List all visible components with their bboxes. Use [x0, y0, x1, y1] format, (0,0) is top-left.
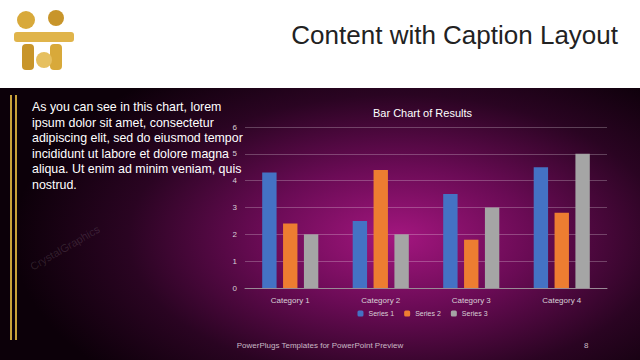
svg-text:Category 4: Category 4 — [542, 296, 582, 305]
svg-text:4: 4 — [233, 176, 238, 185]
svg-text:Series 2: Series 2 — [415, 310, 441, 317]
svg-text:Category 2: Category 2 — [361, 296, 401, 305]
svg-text:5: 5 — [233, 149, 238, 158]
svg-text:Category 3: Category 3 — [452, 296, 492, 305]
svg-text:Series 3: Series 3 — [462, 310, 488, 317]
svg-text:Bar Chart of Results: Bar Chart of Results — [373, 107, 473, 119]
svg-text:Series 1: Series 1 — [368, 310, 394, 317]
svg-text:1: 1 — [233, 257, 238, 266]
svg-text:Category 1: Category 1 — [271, 296, 311, 305]
svg-text:0: 0 — [233, 284, 238, 293]
svg-text:6: 6 — [233, 123, 238, 132]
svg-text:2: 2 — [233, 230, 238, 239]
svg-text:3: 3 — [233, 203, 238, 212]
